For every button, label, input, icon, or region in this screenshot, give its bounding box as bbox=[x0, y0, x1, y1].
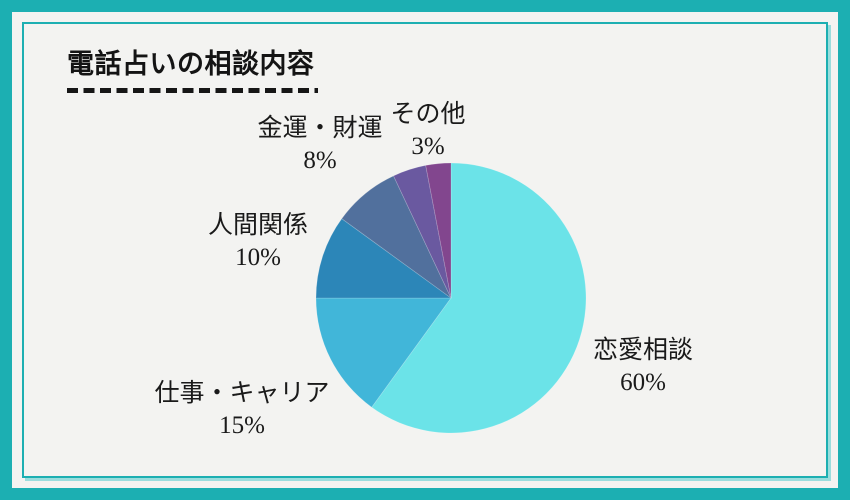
pie-slice-work-career bbox=[316, 297, 452, 408]
pie-chart bbox=[316, 163, 586, 433]
slice-label-relationships: 人間関係 10% bbox=[208, 210, 308, 274]
slice-label-money-fortune-percent: 8% bbox=[303, 147, 337, 174]
slice-label-relationships-name: 人間関係 bbox=[207, 212, 309, 239]
slice-label-love-name: 恋愛相談 bbox=[592, 337, 694, 364]
slice-label-work-career-name: 仕事・キャリア bbox=[154, 380, 330, 407]
pie-slice-money-fortune bbox=[341, 175, 452, 299]
slice-label-money-fortune-name: 金運・財運 bbox=[257, 115, 383, 142]
slice-label-other: その他 3% bbox=[390, 99, 465, 163]
slice-label-love-percent: 60% bbox=[620, 369, 666, 396]
slice-label-relationships-percent: 10% bbox=[235, 244, 281, 271]
title-block: 電話占いの相談内容 bbox=[67, 42, 318, 93]
slice-label-work-career-percent: 15% bbox=[219, 412, 265, 439]
slice-label-work-career: 仕事・キャリア 15% bbox=[154, 378, 329, 442]
slice-label-money-fortune: 金運・財運 8% bbox=[257, 113, 382, 177]
pie-slice-relationships bbox=[316, 218, 453, 299]
pie-slice-other bbox=[425, 163, 452, 299]
content-area: 電話占いの相談内容 恋愛相談 60% 仕事・キャリア 15% 人間関係 10% … bbox=[12, 12, 838, 488]
slice-label-love: 恋愛相談 60% bbox=[593, 335, 693, 399]
page-title: 電話占いの相談内容 bbox=[67, 49, 315, 79]
pie-slice-unlabeled bbox=[393, 164, 452, 299]
pie-slice-love bbox=[371, 163, 586, 433]
pie-chart-container bbox=[316, 163, 586, 433]
slice-label-other-name: その他 bbox=[390, 101, 466, 128]
slice-label-other-percent: 3% bbox=[411, 133, 445, 160]
title-underline-dashes bbox=[67, 88, 318, 93]
